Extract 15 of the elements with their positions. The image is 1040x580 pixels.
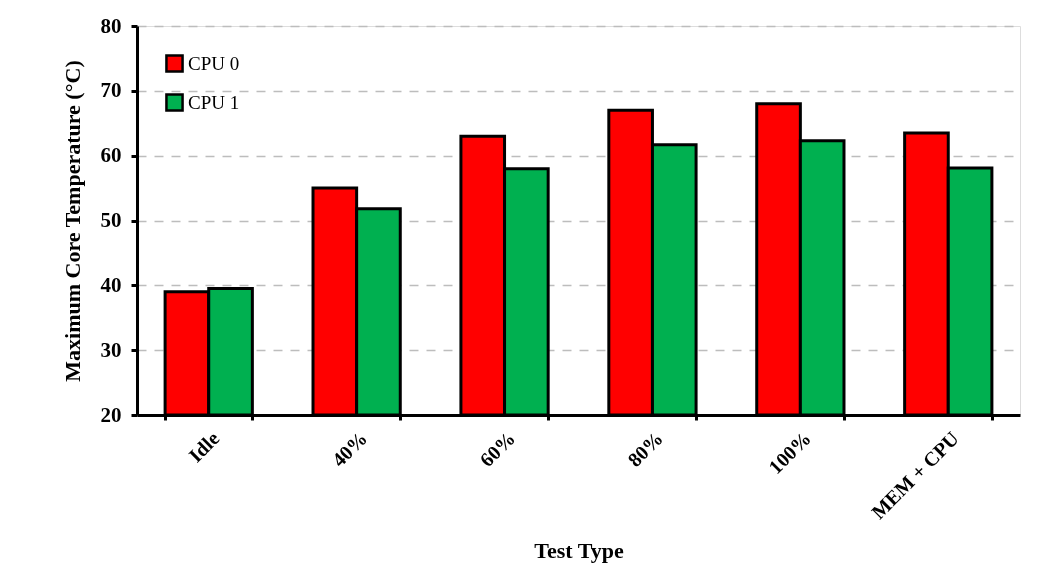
legend-label: CPU 0 bbox=[188, 52, 240, 74]
y-tick-label: 40 bbox=[100, 272, 122, 297]
y-axis-title: Maximum Core Temperature (°C) bbox=[59, 60, 85, 382]
y-tick-label: 80 bbox=[100, 13, 122, 38]
x-axis-title: Test Type bbox=[534, 537, 624, 563]
y-tick-label: 20 bbox=[100, 402, 122, 427]
y-tick-label: 30 bbox=[100, 337, 122, 362]
x-tick-label: Idle bbox=[184, 427, 224, 467]
x-tick-label: 80% bbox=[623, 427, 668, 471]
y-tick-label: 60 bbox=[100, 143, 122, 168]
legend-label: CPU 1 bbox=[188, 91, 240, 113]
x-tick-label: 40% bbox=[327, 427, 372, 471]
y-tick-label: 50 bbox=[100, 208, 122, 232]
x-tick-label: 60% bbox=[475, 427, 520, 471]
y-tick-label: 70 bbox=[100, 78, 122, 103]
